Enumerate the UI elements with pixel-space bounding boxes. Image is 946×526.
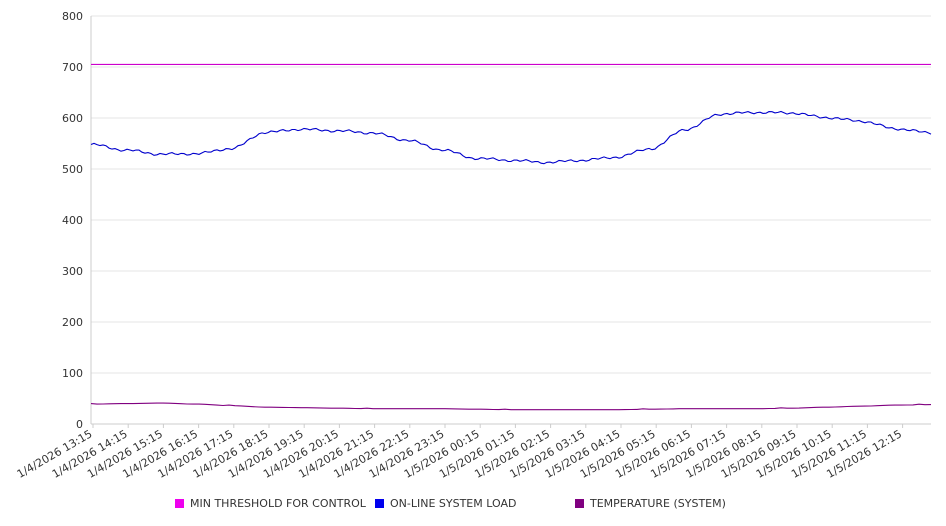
x-axis-ticks: 1/4/2026 13:151/4/2026 14:151/4/2026 15:… bbox=[15, 424, 904, 481]
legend-swatch-min-threshold bbox=[175, 499, 184, 508]
y-tick-label-600: 600 bbox=[62, 112, 83, 125]
series-lines bbox=[90, 63, 932, 411]
y-tick-label-100: 100 bbox=[62, 367, 83, 380]
legend-item-min-threshold[interactable]: MIN THRESHOLD FOR CONTROL bbox=[175, 497, 366, 510]
y-axis-ticks: 0 100 200 300 400 500 600 700 800 bbox=[62, 10, 83, 431]
legend-swatch-temperature bbox=[575, 499, 584, 508]
y-tick-label-700: 700 bbox=[62, 61, 83, 74]
legend-label-min-threshold: MIN THRESHOLD FOR CONTROL bbox=[190, 497, 366, 510]
line-chart: 0 100 200 300 400 500 600 700 800 1/4/2026 13:15… bbox=[15, 10, 932, 481]
axes bbox=[90, 16, 931, 425]
legend-swatch-system-load bbox=[375, 499, 384, 508]
legend-item-system-load[interactable]: ON-LINE SYSTEM LOAD bbox=[375, 497, 516, 510]
y-tick-label-400: 400 bbox=[62, 214, 83, 227]
y-tick-label-800: 800 bbox=[62, 10, 83, 23]
y-tick-label-200: 200 bbox=[62, 316, 83, 329]
series-line-on-line-system-load bbox=[90, 110, 932, 165]
legend-item-temperature[interactable]: TEMPERATURE (SYSTEM) bbox=[575, 497, 726, 510]
y-tick-label-300: 300 bbox=[62, 265, 83, 278]
y-tick-label-0: 0 bbox=[76, 418, 83, 431]
legend-label-temperature: TEMPERATURE (SYSTEM) bbox=[590, 497, 726, 510]
legend-label-system-load: ON-LINE SYSTEM LOAD bbox=[390, 497, 517, 510]
y-tick-label-500: 500 bbox=[62, 163, 83, 176]
series-line-temperature-system bbox=[90, 402, 932, 411]
gridlines bbox=[91, 15, 931, 374]
legend: MIN THRESHOLD FOR CONTROL ON-LINE SYSTEM… bbox=[0, 497, 946, 515]
